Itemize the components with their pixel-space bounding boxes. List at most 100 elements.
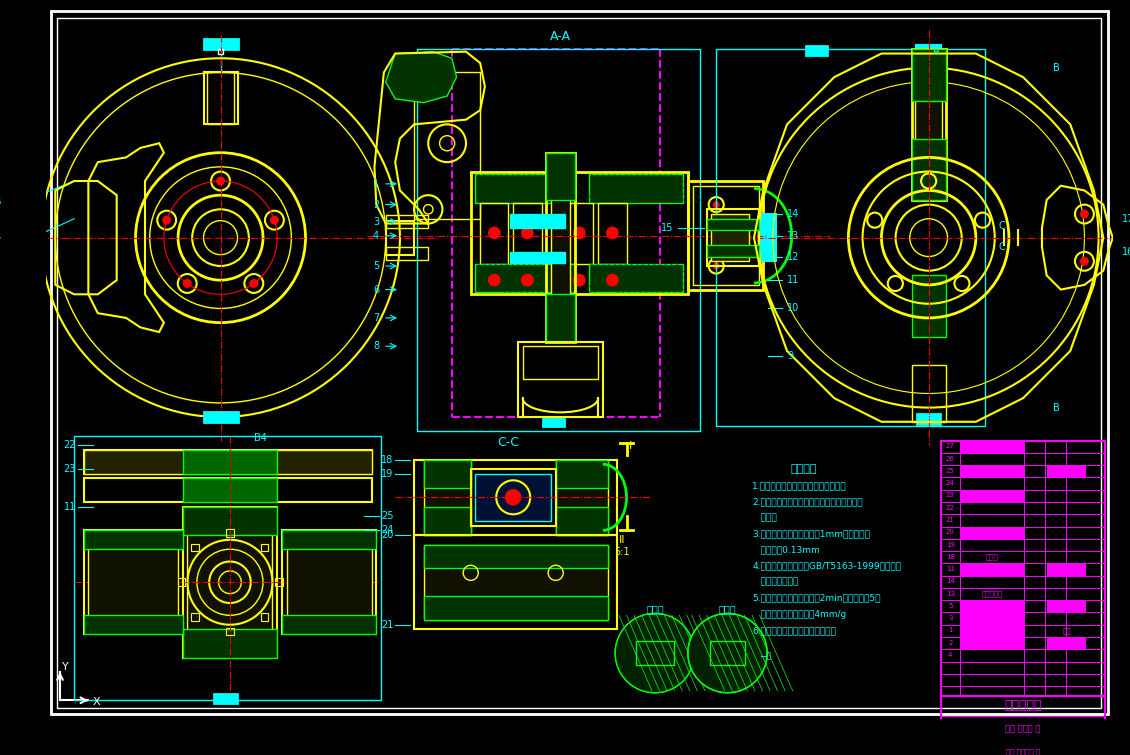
Bar bbox=[912, 49, 946, 100]
Text: 19: 19 bbox=[381, 469, 393, 479]
Bar bbox=[959, 490, 1024, 502]
Bar bbox=[414, 460, 617, 535]
Bar bbox=[84, 530, 183, 634]
Bar bbox=[589, 264, 684, 292]
Circle shape bbox=[713, 263, 719, 269]
Bar bbox=[183, 450, 277, 473]
Text: 13: 13 bbox=[786, 231, 799, 241]
Text: 10: 10 bbox=[786, 304, 799, 313]
Circle shape bbox=[488, 275, 499, 286]
Circle shape bbox=[270, 217, 278, 224]
Circle shape bbox=[607, 227, 618, 239]
Text: 5:1: 5:1 bbox=[614, 547, 629, 557]
Text: 腿: 腿 bbox=[765, 652, 771, 661]
Text: 26: 26 bbox=[946, 455, 955, 461]
Bar bbox=[84, 479, 372, 502]
Text: C-C: C-C bbox=[497, 436, 520, 449]
Bar bbox=[556, 460, 608, 535]
Bar bbox=[912, 49, 946, 200]
Bar bbox=[959, 465, 1024, 477]
Bar bbox=[544, 417, 564, 427]
Text: 5.车制动器额定内压力施压2min后时，保压5分: 5.车制动器额定内压力施压2min后时，保压5分 bbox=[753, 594, 880, 602]
Bar bbox=[183, 630, 277, 658]
Circle shape bbox=[488, 227, 499, 239]
Text: 1: 1 bbox=[373, 179, 380, 189]
Bar bbox=[218, 49, 224, 54]
Text: 11: 11 bbox=[63, 502, 76, 512]
Bar bbox=[511, 214, 565, 228]
Bar bbox=[424, 544, 608, 620]
Text: 26: 26 bbox=[0, 197, 1, 207]
Bar bbox=[203, 72, 237, 125]
Text: 6: 6 bbox=[373, 285, 380, 294]
Bar bbox=[203, 39, 237, 49]
Bar bbox=[565, 203, 593, 264]
Bar bbox=[476, 174, 574, 203]
Text: 6.工作介质：先锋动力液压制动液: 6.工作介质：先锋动力液压制动液 bbox=[753, 626, 836, 635]
Text: 异夹钢: 异夹钢 bbox=[985, 467, 998, 474]
Bar bbox=[385, 220, 414, 254]
Bar bbox=[417, 49, 701, 431]
Text: 24: 24 bbox=[946, 480, 955, 486]
Bar bbox=[598, 203, 626, 264]
Bar bbox=[84, 615, 183, 634]
Bar bbox=[959, 637, 1024, 649]
Text: 27: 27 bbox=[946, 443, 955, 449]
Text: 双头螺柱: 双头螺柱 bbox=[983, 565, 1000, 572]
Text: 7: 7 bbox=[373, 313, 380, 323]
Bar bbox=[589, 174, 684, 203]
Text: 17: 17 bbox=[1122, 214, 1130, 223]
Text: 8: 8 bbox=[373, 341, 380, 351]
Text: 19: 19 bbox=[946, 541, 955, 547]
Circle shape bbox=[522, 275, 533, 286]
Bar bbox=[480, 203, 508, 264]
Text: 11: 11 bbox=[946, 566, 955, 572]
Text: A-A: A-A bbox=[550, 30, 571, 43]
Text: 法兰: 法兰 bbox=[988, 615, 997, 621]
Text: 4.其余技术条件应符合GB/T5163-1999《磁车制: 4.其余技术条件应符合GB/T5163-1999《磁车制 bbox=[753, 562, 902, 571]
Bar bbox=[84, 450, 372, 473]
Text: A: A bbox=[933, 46, 940, 56]
Bar bbox=[471, 171, 688, 294]
Bar bbox=[959, 563, 1024, 575]
Bar bbox=[88, 535, 179, 630]
Text: 3: 3 bbox=[948, 615, 953, 621]
Bar bbox=[84, 450, 372, 473]
Text: 14: 14 bbox=[946, 578, 955, 584]
Polygon shape bbox=[385, 51, 457, 103]
Circle shape bbox=[607, 275, 618, 286]
Text: I: I bbox=[629, 442, 633, 451]
Bar bbox=[688, 181, 764, 290]
Text: B4: B4 bbox=[253, 433, 267, 443]
Text: 外视图: 外视图 bbox=[646, 604, 663, 614]
Bar bbox=[191, 544, 199, 551]
Bar bbox=[915, 49, 942, 200]
Bar bbox=[207, 72, 234, 125]
Bar bbox=[476, 264, 574, 292]
Bar bbox=[912, 138, 946, 200]
Bar bbox=[806, 46, 827, 55]
Text: 3: 3 bbox=[373, 217, 380, 226]
Text: 本架: 本架 bbox=[988, 602, 997, 609]
Text: C: C bbox=[999, 242, 1006, 252]
Bar bbox=[424, 460, 471, 535]
Circle shape bbox=[1080, 211, 1088, 218]
Bar bbox=[959, 526, 1024, 539]
Bar bbox=[918, 414, 940, 424]
Bar bbox=[523, 347, 598, 379]
Circle shape bbox=[217, 177, 225, 185]
Text: 22: 22 bbox=[63, 440, 76, 451]
Bar bbox=[941, 741, 1105, 755]
Bar bbox=[710, 641, 746, 665]
Bar bbox=[511, 252, 565, 263]
Text: 20: 20 bbox=[946, 529, 955, 535]
Text: 18: 18 bbox=[946, 553, 955, 559]
Text: B: B bbox=[1053, 63, 1060, 72]
Text: 1.装配过程中不到磁位零件各工序表面: 1.装配过程中不到磁位零件各工序表面 bbox=[753, 482, 846, 491]
Bar bbox=[276, 578, 282, 586]
Bar bbox=[177, 578, 184, 586]
Bar bbox=[941, 695, 1105, 741]
Circle shape bbox=[183, 279, 191, 287]
Bar bbox=[706, 209, 758, 266]
Text: 2.摩擦装在制动盘上不允许有油脂，污染及其: 2.摩擦装在制动盘上不允许有油脂，污染及其 bbox=[753, 498, 862, 507]
